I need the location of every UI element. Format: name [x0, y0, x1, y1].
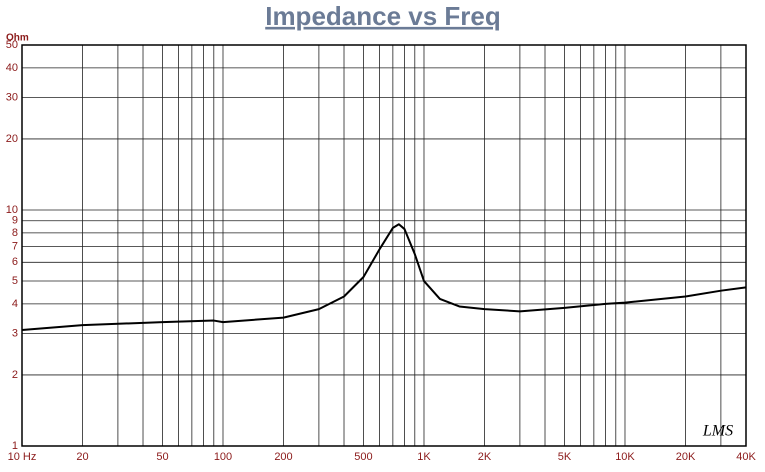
y-tick-label: 40	[6, 62, 18, 74]
x-tick-label: 20K	[676, 451, 696, 463]
x-tick-label: 20	[76, 451, 88, 463]
y-tick-label: 3	[12, 327, 18, 339]
x-tick-label: 200	[274, 451, 292, 463]
y-tick-label: 6	[12, 256, 18, 268]
y-tick-label: 5	[12, 275, 18, 287]
y-tick-label: 50	[6, 39, 18, 51]
y-tick-label: 8	[12, 227, 18, 239]
y-tick-label: 2	[12, 369, 18, 381]
line-series	[21, 223, 747, 332]
plot-frame	[21, 44, 747, 447]
y-tick-label: 30	[6, 91, 18, 103]
x-tick-label: 5K	[558, 451, 572, 463]
x-tick-label: 2K	[478, 451, 492, 463]
y-tick-label: 1	[12, 440, 18, 452]
y-tick-label: 4	[12, 298, 18, 310]
x-tick-label: 10K	[615, 451, 635, 463]
chart-title: Impedance vs Freq	[265, 1, 501, 31]
y-tick-label: 9	[12, 215, 18, 227]
x-tick-label: 100	[214, 451, 232, 463]
x-tick-label: 500	[354, 451, 372, 463]
x-tick-label: 1K	[417, 451, 431, 463]
x-tick-label: 50	[156, 451, 168, 463]
y-tick-label: 10	[6, 204, 18, 216]
x-tick-label: 10 Hz	[8, 451, 37, 463]
y-tick-label: 20	[6, 133, 18, 145]
y-tick-label: 7	[12, 240, 18, 252]
logo: LMS	[702, 423, 733, 440]
x-tick-label: 40K	[736, 451, 756, 463]
y-axis-label: Ohm	[6, 33, 29, 44]
